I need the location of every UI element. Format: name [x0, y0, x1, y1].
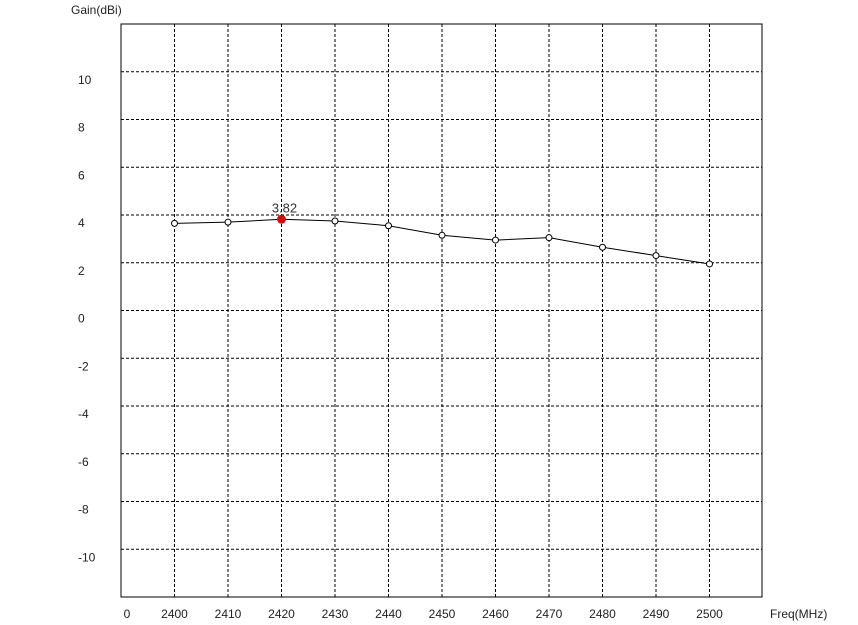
data-point — [438, 231, 446, 239]
y-axis-label: Gain(dBi) — [71, 3, 122, 17]
y-tick-label: -2 — [78, 359, 89, 373]
peak-value-label: 3.82 — [272, 200, 297, 215]
x-tick-label: 2470 — [536, 607, 563, 621]
y-tick-label: 8 — [78, 121, 85, 135]
x-tick-label: 2400 — [161, 607, 188, 621]
x-tick-label: 2410 — [215, 607, 242, 621]
y-tick-label: 0 — [78, 312, 85, 326]
x-tick-label: 2420 — [268, 607, 295, 621]
data-point — [652, 252, 660, 260]
peak-point — [277, 214, 286, 224]
x-tick-label: 2450 — [429, 607, 456, 621]
x-tick-label: 2490 — [643, 607, 670, 621]
data-point — [706, 260, 713, 268]
x-tick-label: 0 — [124, 607, 131, 621]
y-tick-label: 4 — [78, 216, 85, 230]
x-tick-label: 2480 — [589, 607, 616, 621]
y-tick-label: -6 — [78, 455, 89, 469]
data-point — [492, 236, 499, 244]
x-tick-label: 2430 — [322, 607, 349, 621]
x-tick-label: 2440 — [375, 607, 402, 621]
y-tick-labels: 10 8 6 4 2 0 -2 -4 -6 -8 -10 — [78, 73, 96, 565]
y-tick-label: 6 — [78, 168, 85, 182]
grid — [121, 24, 762, 597]
data-point — [385, 222, 392, 230]
x-tick-labels: 0 2400 2410 2420 2430 2440 2450 2460 2470 2480 249… — [124, 607, 724, 621]
data-point — [331, 217, 339, 225]
y-tick-label: -4 — [78, 407, 89, 421]
plot-frame — [120, 23, 763, 598]
y-tick-label: -10 — [78, 550, 96, 564]
data-point — [224, 218, 232, 226]
data-point — [599, 243, 606, 251]
data-point — [545, 234, 553, 242]
x-tick-label: 2460 — [482, 607, 509, 621]
x-tick-label: 2500 — [696, 607, 723, 621]
x-axis-label: Freq(MHz) — [770, 607, 827, 621]
data-point — [171, 219, 178, 227]
data-points — [171, 214, 713, 268]
y-tick-label: -8 — [78, 503, 89, 517]
y-tick-label: 2 — [78, 264, 85, 278]
y-tick-label: 10 — [78, 73, 92, 87]
